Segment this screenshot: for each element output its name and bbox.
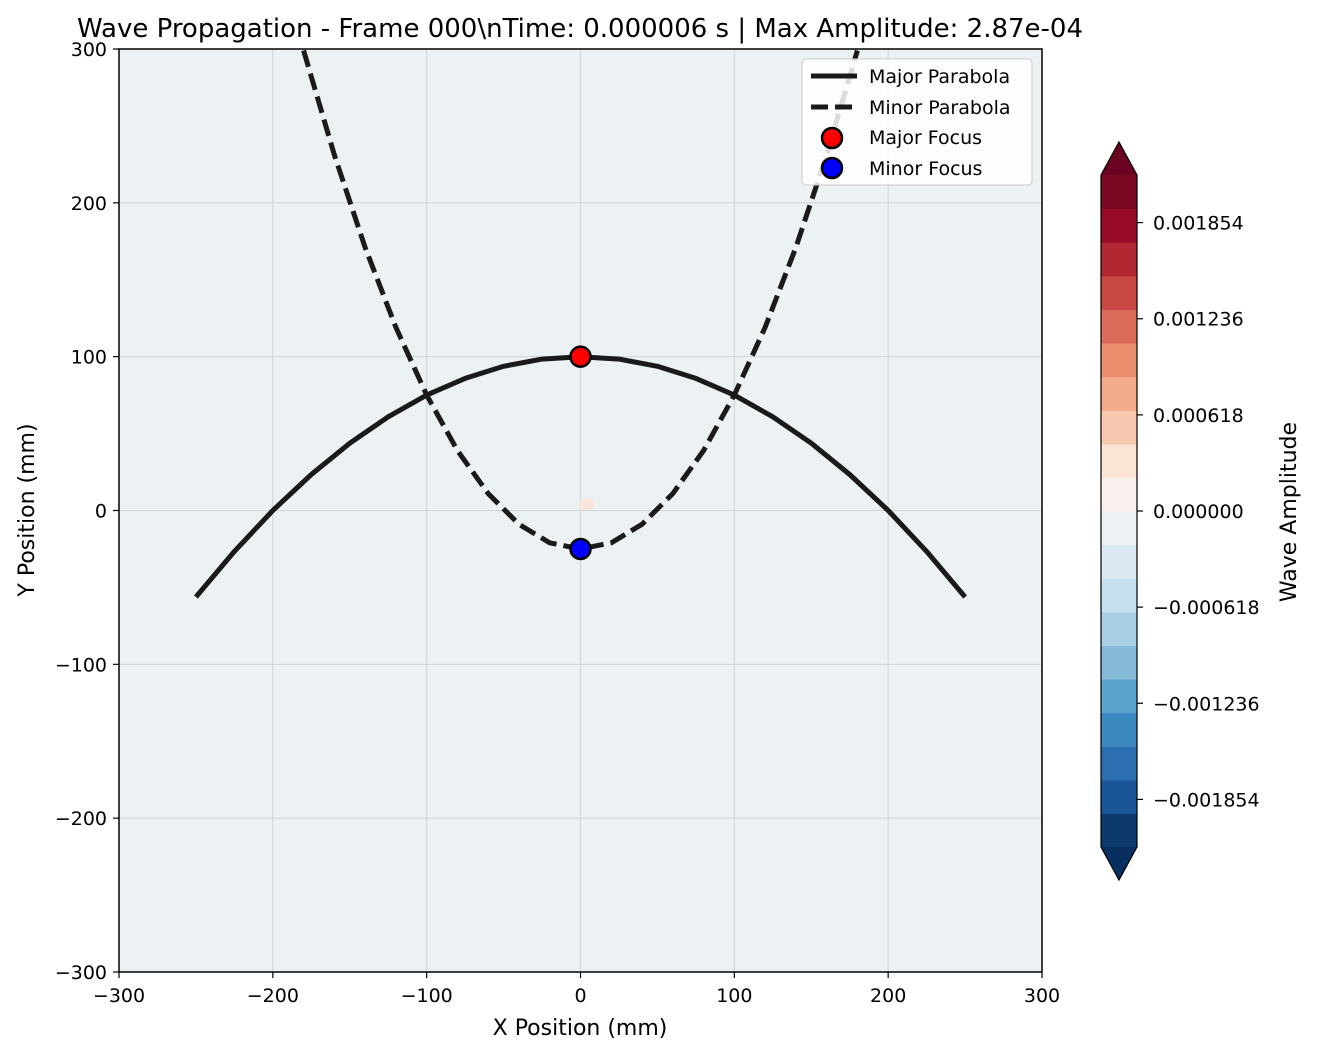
colorbar-segment <box>1101 208 1137 243</box>
y-tick-label: 200 <box>71 193 107 215</box>
minor-focus-marker <box>569 537 592 561</box>
x-tick-label: 300 <box>1024 985 1060 1007</box>
colorbar-segment <box>1101 611 1137 646</box>
legend-label-minor-focus: Minor Focus <box>869 158 982 180</box>
y-tick-label: 300 <box>71 39 107 61</box>
colorbar-outline <box>1100 140 1138 882</box>
colorbar-segment <box>1101 813 1137 848</box>
y-tick-label: 0 <box>95 501 107 523</box>
colorbar-segment <box>1101 343 1137 378</box>
colorbar-tick-label: −0.001236 <box>1153 693 1260 715</box>
colorbar-segment <box>1101 175 1137 210</box>
x-axis-ticks: −300 −200 −100 0 100 200 300 <box>93 972 1060 1007</box>
legend-label-minor-parabola: Minor Parabola <box>869 97 1011 119</box>
y-axis-label: Y Position (mm) <box>15 423 40 597</box>
colorbar-tick-label: 0.001854 <box>1153 213 1244 235</box>
colorbar-segment <box>1101 578 1137 613</box>
colorbar-segment <box>1101 712 1137 747</box>
wave-source-layer <box>578 498 595 511</box>
colorbar <box>1100 140 1138 882</box>
x-tick-label: 0 <box>574 985 586 1007</box>
legend-marker-minor-focus <box>820 156 844 180</box>
major-focus-marker <box>569 345 592 368</box>
y-tick-label: −200 <box>55 808 107 830</box>
y-tick-label: 100 <box>71 347 107 369</box>
x-tick-label: 100 <box>716 985 752 1007</box>
legend-marker-major-focus <box>820 126 844 150</box>
colorbar-tick-label: −0.000618 <box>1153 597 1260 619</box>
colorbar-segment <box>1101 242 1137 277</box>
wave-source-blob <box>578 498 595 511</box>
colorbar-ticks: −0.001854 −0.001236 −0.000618 0.000000 0.000… <box>1137 213 1260 811</box>
series-layer <box>193 49 968 599</box>
colorbar-tick-label: 0.000000 <box>1153 501 1244 523</box>
minor-parabola-line <box>301 49 860 552</box>
colorbar-tick-label: 0.000618 <box>1153 405 1244 427</box>
colorbar-extend-top <box>1101 142 1137 175</box>
y-tick-label: −300 <box>55 962 107 984</box>
colorbar-tick-label: 0.001236 <box>1153 309 1244 331</box>
colorbar-segment <box>1101 443 1137 478</box>
colorbar-segment <box>1101 275 1137 310</box>
colorbar-label: Wave Amplitude <box>1277 422 1302 602</box>
x-tick-label: −200 <box>247 985 299 1007</box>
colorbar-segment <box>1101 779 1137 814</box>
legend-label-major-parabola: Major Parabola <box>869 66 1010 88</box>
x-axis-label: X Position (mm) <box>493 1016 668 1041</box>
legend-box <box>801 58 1033 186</box>
plot-area <box>118 48 1043 973</box>
colorbar-segment <box>1101 376 1137 411</box>
x-tick-label: −100 <box>401 985 453 1007</box>
legend-label-major-focus: Major Focus <box>869 127 982 149</box>
legend: Major Parabola Minor Parabola Major Focu… <box>801 58 1033 186</box>
colorbar-segment <box>1101 679 1137 714</box>
chart-title: Wave Propagation - Frame 000\nTime: 0.00… <box>77 14 1083 44</box>
colorbar-segment <box>1101 746 1137 781</box>
x-tick-label: 200 <box>870 985 906 1007</box>
colorbar-segment <box>1101 477 1137 512</box>
x-tick-label: −300 <box>93 985 145 1007</box>
colorbar-segment <box>1101 309 1137 344</box>
colorbar-segment <box>1101 544 1137 579</box>
y-tick-label: −100 <box>55 654 107 676</box>
colorbar-segment <box>1101 511 1137 546</box>
colorbar-segment <box>1101 645 1137 680</box>
colorbar-tick-label: −0.001854 <box>1153 789 1260 811</box>
colorbar-segment <box>1101 410 1137 445</box>
y-axis-ticks: −300 −200 −100 0 100 200 300 <box>55 39 119 984</box>
colorbar-extend-bottom <box>1101 847 1137 880</box>
